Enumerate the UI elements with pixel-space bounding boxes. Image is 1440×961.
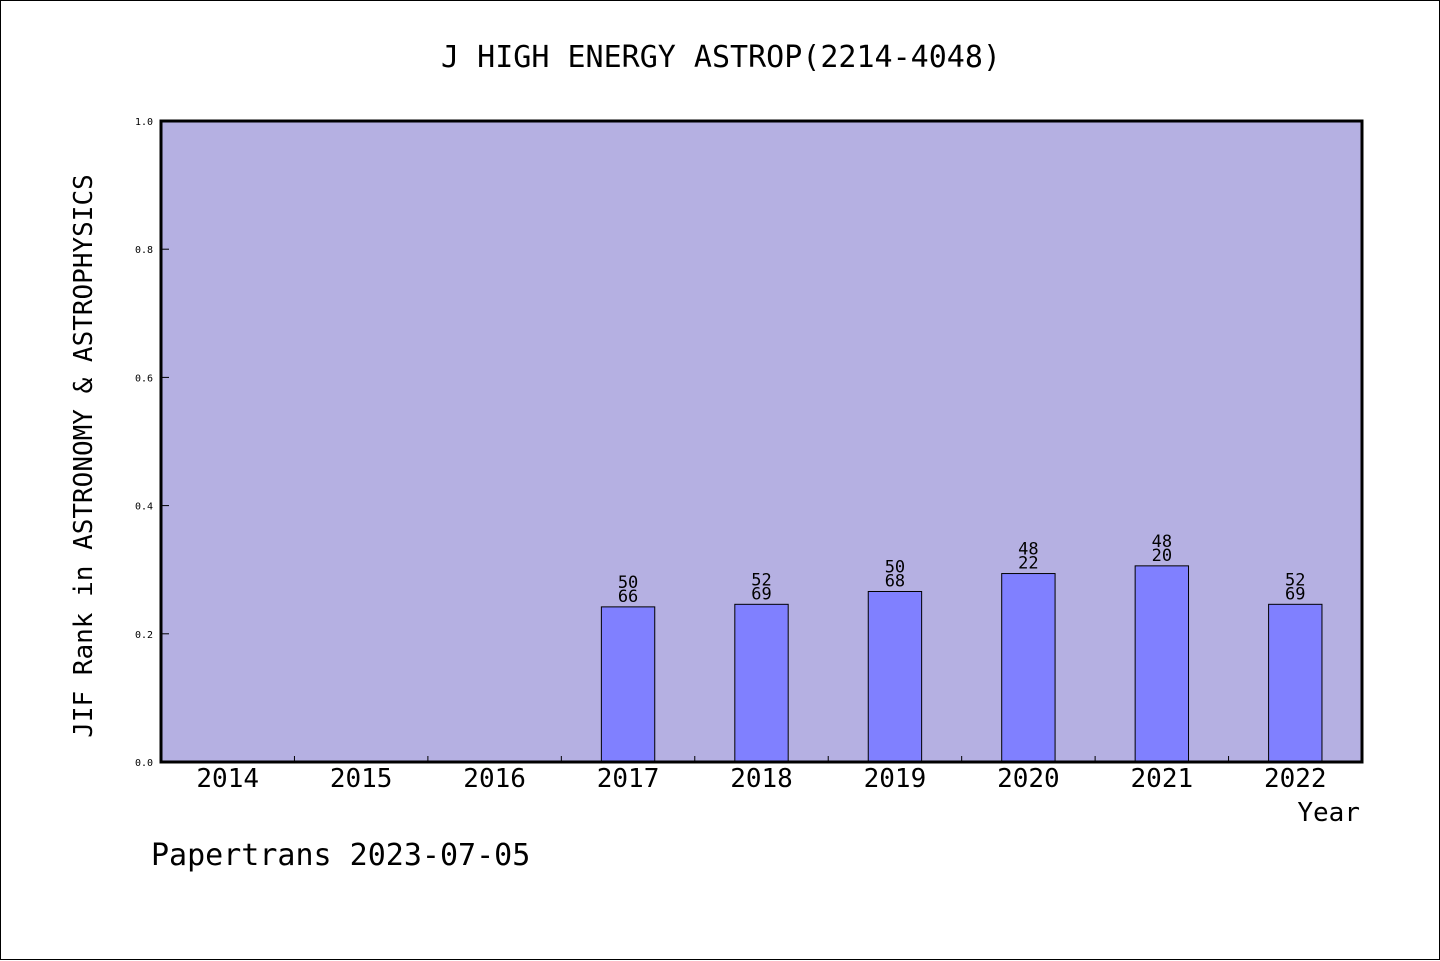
rank-bottom-label-2017: 66	[618, 587, 638, 607]
x-tick-label-2019: 2019	[864, 764, 927, 794]
x-tick-label-2020: 2020	[997, 764, 1060, 794]
bar-2018	[734, 603, 789, 763]
rank-top-label-2020: 48	[1018, 540, 1038, 560]
x-tick-label-2021: 2021	[1131, 764, 1194, 794]
rank-bottom-label-2018: 69	[751, 584, 771, 604]
plot-border	[159, 119, 1364, 764]
rank-bottom-label-2021: 20	[1152, 546, 1172, 566]
bar-2017	[600, 606, 656, 763]
y-axis-label: JIF Rank in ASTRONOMY & ASTROPHYSICS	[69, 174, 99, 738]
x-tick-label-2014: 2014	[196, 764, 259, 794]
rank-top-label-2017: 50	[618, 573, 638, 593]
x-tick-label-2017: 2017	[597, 764, 660, 794]
y-tick-label-0.8: 0.8	[135, 245, 153, 256]
y-tick-label-1.0: 1.0	[135, 117, 153, 128]
y-tick-label-0.0: 0.0	[135, 758, 153, 769]
x-tick-label-2022: 2022	[1264, 764, 1327, 794]
x-axis: 2014 2015 2016 2017 2018 2019 2020 2021 2022	[196, 756, 1327, 794]
rank-bottom-label-2020: 22	[1018, 554, 1038, 574]
y-tick-label-0.6: 0.6	[135, 373, 153, 384]
x-axis-label: Year	[1297, 798, 1360, 828]
chart-title: J HIGH ENERGY ASTROP(2214-4048)	[441, 40, 1001, 75]
x-tick-label-2018: 2018	[730, 764, 793, 794]
rank-top-label-2018: 52	[751, 570, 771, 590]
bar-2020	[1001, 573, 1056, 763]
y-tick-label-0.2: 0.2	[135, 630, 153, 641]
rank-top-label-2019: 50	[885, 557, 905, 577]
bar-2019	[867, 590, 923, 763]
y-tick-label-0.4: 0.4	[135, 502, 153, 513]
x-tick-label-2016: 2016	[463, 764, 526, 794]
x-tick-label-2015: 2015	[330, 764, 393, 794]
rank-bottom-label-2022: 69	[1285, 584, 1305, 604]
bars-group	[600, 565, 1323, 763]
rank-top-label-2021: 48	[1152, 532, 1172, 552]
rank-bottom-label-2019: 68	[885, 571, 905, 591]
rank-top-label-2022: 52	[1285, 570, 1305, 590]
bar-2022	[1268, 603, 1323, 763]
footer-credit: Papertrans 2023-07-05	[151, 838, 530, 873]
bar-2021	[1134, 565, 1190, 763]
